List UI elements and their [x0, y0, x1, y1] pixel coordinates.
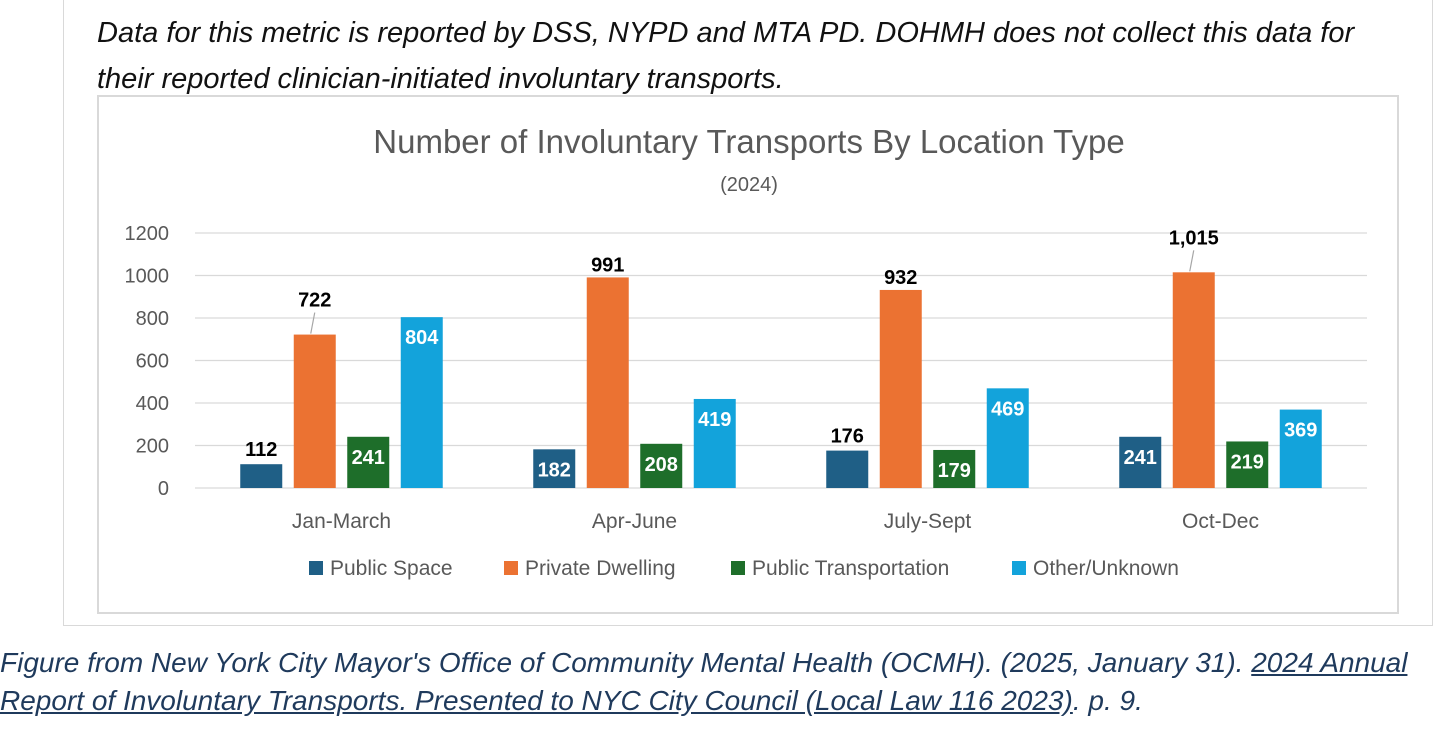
chart-container: Number of Involuntary Transports By Loca… [97, 95, 1399, 614]
data-label: 722 [298, 290, 331, 312]
data-label: 112 [245, 439, 277, 461]
bar-private-dwelling [879, 289, 922, 488]
chart-subtitle: (2024) [720, 174, 778, 196]
bar-public-transportation [640, 443, 683, 488]
data-label: 179 [938, 460, 971, 482]
bar-other-unknown [986, 388, 1029, 488]
bars [240, 272, 1322, 488]
legend-swatch [309, 561, 323, 575]
leader-line [1189, 250, 1195, 272]
legend-label: Public Transportation [752, 557, 949, 580]
figure-caption: Figure from New York City Mayor's Office… [0, 644, 1450, 720]
data-label: 241 [352, 447, 385, 469]
legend-swatch [1012, 561, 1026, 575]
y-tick-label: 800 [136, 308, 169, 330]
legend-label: Private Dwelling [525, 557, 676, 580]
x-tick-label: July-Sept [884, 510, 972, 533]
data-label: 419 [698, 409, 731, 431]
bar-other-unknown [1279, 409, 1322, 488]
bar-public-space [240, 464, 283, 488]
bar-public-space [533, 449, 576, 488]
bar-public-transportation [933, 449, 976, 488]
data-label: 469 [991, 398, 1024, 420]
legend-label: Other/Unknown [1033, 557, 1179, 580]
legend-swatch [504, 561, 518, 575]
y-tick-label: 400 [136, 393, 169, 415]
data-label: 241 [1124, 447, 1157, 469]
bar-public-space [1119, 436, 1162, 488]
chart-title: Number of Involuntary Transports By Loca… [373, 123, 1124, 160]
data-label: 1,015 [1169, 227, 1219, 249]
bar-private-dwelling [293, 334, 336, 488]
caption-prefix: Figure from New York City Mayor's Office… [0, 647, 1252, 678]
bar-public-transportation [347, 436, 390, 488]
data-label: 369 [1284, 420, 1317, 442]
data-label: 932 [884, 267, 917, 289]
y-axis-ticks: 0 200 400 600 800 1000 1200 [125, 223, 170, 500]
x-tick-label: Oct-Dec [1182, 510, 1259, 533]
caption-suffix: . p. 9. [1072, 685, 1143, 716]
x-tick-label: Apr-June [592, 510, 677, 533]
data-label: 182 [538, 459, 571, 481]
data-label: 176 [831, 426, 864, 448]
x-tick-label: Jan-March [292, 510, 391, 533]
report-link[interactable]: 2024 Annual Report of Involuntary Transp… [0, 647, 1408, 716]
data-label: 219 [1231, 451, 1264, 473]
y-tick-label: 600 [136, 351, 169, 373]
legend-label: Public Space [330, 557, 453, 580]
bar-other-unknown [693, 398, 736, 488]
bar-other-unknown [400, 317, 443, 488]
x-axis-labels: Jan-March Apr-June July-Sept Oct-Dec [292, 510, 1259, 533]
bar-public-transportation [1226, 441, 1269, 488]
y-tick-label: 200 [136, 436, 169, 458]
data-labels: 112 722 241 804 182 991 208 419 176 932 179 469 241 1… [245, 227, 1317, 482]
data-label: 804 [405, 327, 439, 349]
gridlines [195, 232, 1367, 489]
legend-swatch [731, 561, 745, 575]
bar-private-dwelling [1172, 272, 1215, 488]
y-tick-label: 1200 [125, 223, 170, 245]
y-tick-label: 0 [158, 478, 169, 500]
bar-private-dwelling [586, 277, 629, 488]
data-label: 208 [645, 454, 678, 476]
leader-line [310, 312, 316, 334]
data-label: 991 [591, 254, 624, 276]
y-tick-label: 1000 [125, 266, 170, 288]
bar-public-space [826, 450, 869, 488]
legend: Public Space Private Dwelling Public Trans… [309, 557, 1179, 580]
figure-frame [63, 0, 1433, 626]
bar-chart: Number of Involuntary Transports By Loca… [125, 123, 1367, 580]
data-note: Data for this metric is reported by DSS,… [97, 17, 1355, 95]
